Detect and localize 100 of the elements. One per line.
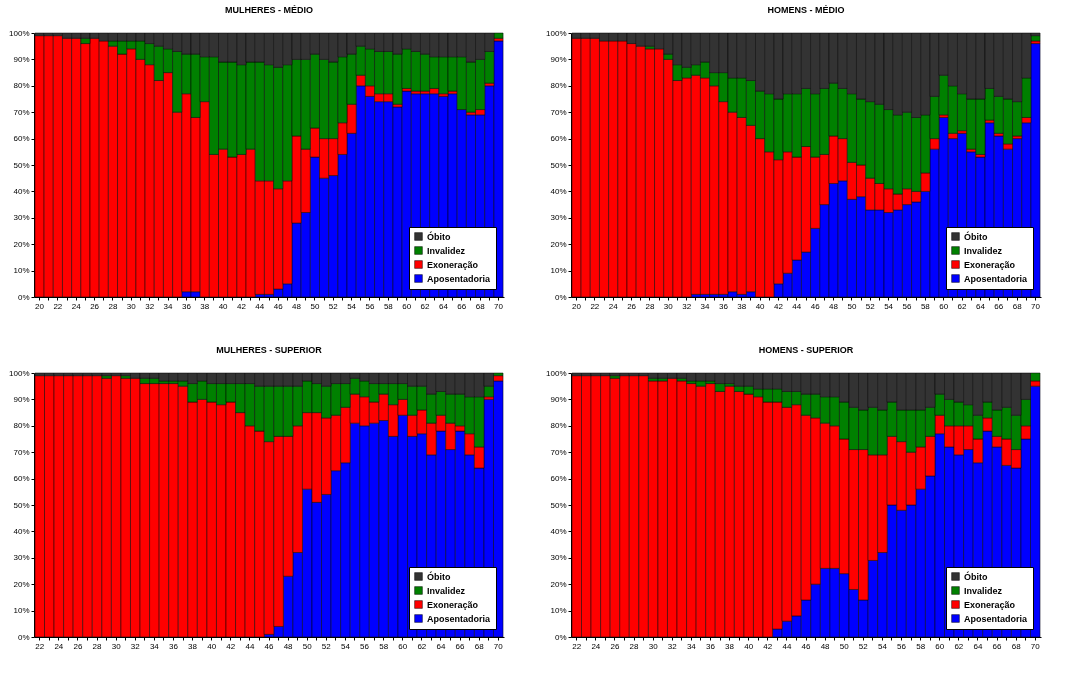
- x-tick-label: 38: [737, 301, 747, 311]
- x-tick-label: 54: [884, 301, 894, 311]
- x-tick-label: 34: [700, 301, 711, 311]
- x-tick-label: 26: [73, 641, 83, 651]
- x-tick-label: 66: [457, 301, 467, 311]
- y-tick-label: 20%: [550, 239, 567, 249]
- y-tick-label: 90%: [550, 54, 567, 64]
- x-tick-label: 30: [111, 641, 122, 651]
- y-tick-label: 80%: [13, 421, 30, 431]
- x-tick-label: 44: [782, 641, 792, 651]
- x-tick-label: 62: [957, 301, 968, 311]
- y-tick-label: 40%: [13, 526, 30, 536]
- chart-title: MULHERES - SUPERIOR: [216, 345, 323, 355]
- y-tick-label: 100%: [546, 368, 567, 378]
- y-tick-label: 20%: [13, 239, 30, 249]
- x-tick-label: 38: [188, 641, 198, 651]
- x-tick-label: 60: [939, 301, 949, 311]
- y-tick-label: 0%: [554, 292, 567, 302]
- legend-label: Exoneração: [427, 599, 479, 610]
- x-tick-label: 30: [126, 301, 137, 311]
- x-tick-label: 58: [383, 301, 394, 311]
- x-tick-label: 62: [417, 641, 427, 651]
- y-tick-label: 10%: [550, 606, 567, 616]
- legend-label: Exoneração: [964, 259, 1016, 270]
- x-tick-label: 64: [973, 641, 983, 651]
- y-tick-label: 50%: [13, 500, 30, 510]
- y-tick-label: 90%: [550, 394, 567, 404]
- x-tick-label: 56: [365, 301, 375, 311]
- x-tick-label: 40: [755, 301, 766, 311]
- y-tick-label: 80%: [550, 421, 567, 431]
- x-tick-label: 28: [92, 641, 103, 651]
- y-tick-label: 40%: [13, 186, 30, 196]
- y-tick-label: 70%: [13, 447, 30, 457]
- x-tick-label: 64: [438, 301, 449, 311]
- x-tick-label: 44: [255, 301, 265, 311]
- x-tick-label: 22: [53, 301, 63, 311]
- y-tick-label: 30%: [13, 553, 30, 563]
- x-tick-label: 44: [792, 301, 802, 311]
- x-tick-label: 70: [1031, 301, 1041, 311]
- y-tick-label: 90%: [13, 394, 30, 404]
- x-tick-label: 28: [108, 301, 118, 311]
- legend-label: Aposentadoria: [427, 273, 491, 284]
- y-tick-label: 100%: [9, 28, 30, 38]
- x-tick-label: 36: [169, 641, 179, 651]
- legend-label: Aposentadoria: [427, 613, 491, 624]
- x-tick-label: 36: [718, 301, 729, 311]
- x-tick-label: 56: [897, 641, 907, 651]
- y-tick-label: 70%: [13, 107, 30, 117]
- chart-title: HOMENS - MÉDIO: [767, 5, 845, 15]
- x-tick-label: 46: [801, 641, 811, 651]
- x-tick-label: 46: [810, 301, 821, 311]
- y-tick-label: 70%: [550, 107, 567, 117]
- y-tick-label: 30%: [550, 553, 567, 563]
- x-tick-label: 58: [916, 641, 926, 651]
- x-tick-label: 48: [283, 641, 294, 651]
- y-tick-label: 40%: [550, 526, 567, 536]
- x-tick-label: 70: [493, 641, 504, 651]
- x-tick-label: 22: [572, 641, 582, 651]
- x-tick-label: 20: [572, 301, 582, 311]
- x-tick-label: 26: [610, 641, 620, 651]
- legend-label: Aposentadoria: [964, 613, 1028, 624]
- legend-label: Invalidez: [964, 245, 1003, 256]
- legend-label: Óbito: [964, 230, 988, 242]
- x-tick-label: 64: [975, 301, 986, 311]
- x-tick-label: 40: [744, 641, 754, 651]
- x-tick-label: 42: [226, 641, 236, 651]
- x-tick-label: 34: [686, 641, 697, 651]
- x-tick-label: 22: [590, 301, 600, 311]
- y-tick-label: 0%: [17, 292, 30, 302]
- x-tick-label: 70: [494, 301, 504, 311]
- x-tick-label: 42: [763, 641, 773, 651]
- y-tick-label: 80%: [550, 81, 567, 91]
- y-tick-label: 0%: [17, 632, 30, 642]
- x-tick-label: 48: [829, 301, 839, 311]
- x-tick-label: 62: [954, 641, 964, 651]
- x-tick-label: 46: [264, 641, 274, 651]
- y-tick-label: 10%: [550, 266, 567, 276]
- x-tick-label: 24: [71, 301, 82, 311]
- legend-label: Óbito: [427, 230, 451, 242]
- x-tick-label: 50: [310, 301, 320, 311]
- x-tick-label: 60: [398, 641, 408, 651]
- y-tick-label: 90%: [13, 54, 30, 64]
- legend-label: Aposentadoria: [964, 273, 1028, 284]
- legend-label: Exoneração: [964, 599, 1016, 610]
- x-tick-label: 46: [273, 301, 284, 311]
- x-tick-label: 56: [902, 301, 912, 311]
- x-tick-label: 34: [163, 301, 174, 311]
- y-tick-label: 50%: [550, 500, 567, 510]
- legend-label: Exoneração: [427, 259, 479, 270]
- y-tick-label: 100%: [546, 28, 567, 38]
- x-tick-label: 30: [663, 301, 674, 311]
- y-tick-label: 0%: [554, 632, 567, 642]
- x-tick-label: 52: [858, 641, 869, 651]
- x-tick-label: 32: [130, 641, 141, 651]
- legend-label: Óbito: [427, 570, 451, 582]
- y-tick-label: 60%: [550, 134, 567, 144]
- y-tick-label: 50%: [13, 160, 30, 170]
- x-tick-label: 68: [475, 301, 486, 311]
- y-tick-label: 100%: [9, 368, 30, 378]
- y-tick-label: 80%: [13, 81, 30, 91]
